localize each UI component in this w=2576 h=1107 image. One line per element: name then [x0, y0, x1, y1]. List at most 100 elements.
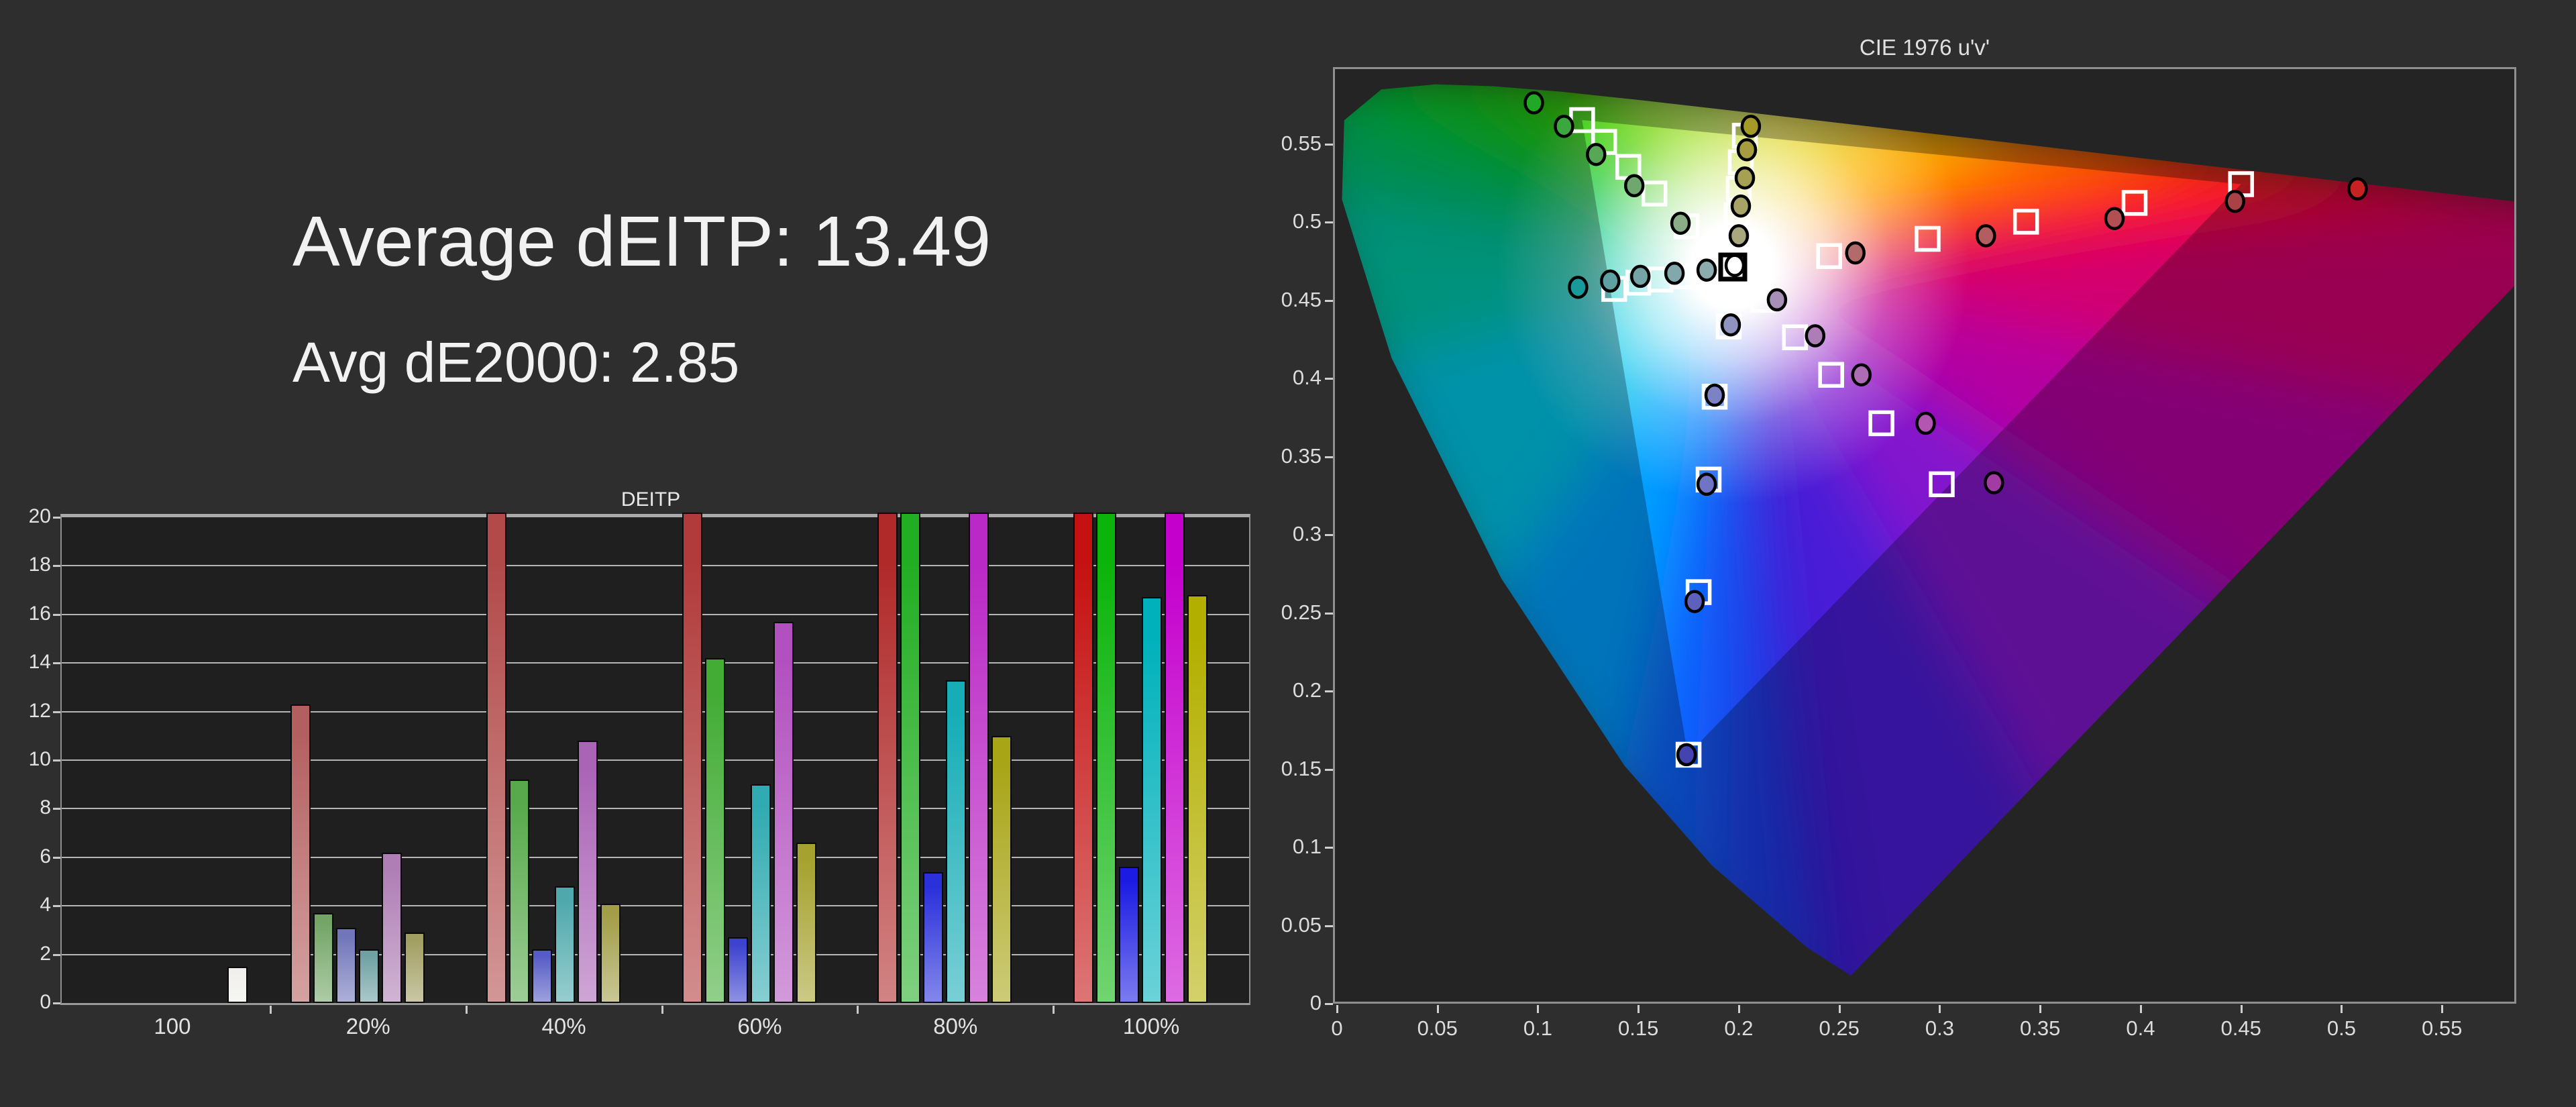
y-axis-label: 4 [40, 894, 51, 916]
y-axis-tick [53, 517, 60, 519]
cie-x-label: 0.45 [2220, 1016, 2261, 1040]
bar-red [877, 513, 898, 1003]
bar-red [486, 513, 506, 1003]
measured-circle-blue [1684, 590, 1705, 613]
cie-x-tick [1537, 1005, 1540, 1013]
grid-line [62, 613, 1249, 615]
cie-y-tick [1325, 143, 1333, 146]
measured-circle-green [1523, 91, 1544, 115]
cie-x-label: 0.05 [1417, 1016, 1458, 1040]
cie-y-tick [1325, 612, 1333, 615]
target-square-red [2121, 190, 2148, 216]
bar-blue [1119, 867, 1140, 1003]
measured-circle-yellow [1736, 138, 1758, 162]
cie-y-tick [1325, 456, 1333, 458]
cie-y-tick [1325, 690, 1333, 693]
x-axis-label: 20% [345, 1014, 390, 1039]
x-axis-label: 100 [154, 1014, 191, 1039]
cie-y-label: 0.2 [1292, 678, 1322, 702]
measured-circle-cyan [1696, 258, 1717, 282]
cie-x-tick [2240, 1005, 2243, 1013]
x-axis-label: 60% [737, 1014, 782, 1039]
bar-blue [923, 872, 944, 1003]
y-axis-label: 8 [40, 796, 51, 819]
y-axis-label: 2 [40, 942, 51, 965]
measured-circle-red [2347, 177, 2368, 201]
measured-circle-green [1586, 142, 1607, 166]
bar-blue [335, 927, 356, 1003]
target-square-magenta [1818, 362, 1844, 388]
cie-y-tick [1325, 299, 1333, 302]
y-axis-label: 12 [28, 699, 51, 722]
cie-y-tick [1325, 768, 1333, 771]
y-axis-label: 20 [28, 505, 51, 527]
y-axis-label: 18 [28, 554, 51, 576]
bar-green [313, 913, 333, 1003]
cie-y-tick [1325, 1003, 1333, 1005]
bar-magenta [381, 852, 402, 1003]
bar-white [227, 966, 248, 1003]
cie-y-label: 0.1 [1292, 835, 1322, 858]
measured-circle-magenta [1805, 324, 1826, 348]
y-axis-tick [53, 613, 60, 616]
bar-magenta [1165, 513, 1185, 1003]
bar-cyan [554, 886, 575, 1003]
cie-markers [1523, 91, 2368, 768]
cie-x-label: 0 [1331, 1016, 1343, 1040]
bar-cyan [750, 784, 771, 1003]
cie-y-tick [1325, 378, 1333, 380]
cie-y-label: 0.05 [1281, 912, 1322, 937]
cie-y-label: 0.3 [1292, 522, 1322, 546]
cie-x-label: 0.2 [1724, 1016, 1754, 1040]
cie-x-tick [2441, 1005, 2444, 1013]
measured-circle-blue [1676, 743, 1697, 767]
measured-circle-cyan [1629, 264, 1651, 288]
x-axis-tick [1053, 1006, 1055, 1014]
cie-x-tick [2039, 1005, 2042, 1013]
y-axis-label: 14 [28, 651, 51, 674]
measured-circle-green [1623, 174, 1645, 198]
bar-green [508, 779, 529, 1003]
y-axis-label: 0 [40, 991, 51, 1013]
x-axis-tick [465, 1006, 468, 1014]
average-deitp-summary: Average dEITP: 13.49 [292, 202, 991, 281]
measured-circle-yellow [1730, 194, 1752, 218]
cie-x-label: 0.35 [2020, 1016, 2061, 1040]
bar-blue [727, 937, 748, 1003]
bar-green [1096, 513, 1117, 1003]
cie-x-tick [1638, 1005, 1640, 1013]
measured-circle-yellow [1740, 115, 1762, 138]
y-axis-tick [53, 759, 60, 761]
bar-green [900, 513, 921, 1003]
measured-circle-yellow [1734, 166, 1756, 190]
target-square-green [1641, 180, 1668, 207]
cie-diagram: 0 0.05 0.1 0.15 0.2 0.25 0.3 0.35 0.4 0.45 0.5 0.55… [1281, 67, 2516, 1040]
grid-line [62, 808, 1249, 810]
cie-x-tick [1838, 1005, 1841, 1013]
measured-circle-magenta [1915, 411, 1936, 435]
bar-yellow [404, 933, 425, 1003]
cie-x-label: 0.1 [1523, 1016, 1553, 1040]
bar-yellow [1187, 594, 1208, 1003]
cie-gamut-svg [1342, 84, 2514, 976]
measured-circle-yellow [1728, 224, 1750, 248]
cie-y-tick [1325, 534, 1333, 537]
cie-y-label: 0.55 [1281, 131, 1322, 155]
x-axis-tick [269, 1006, 272, 1014]
y-axis-label: 16 [28, 602, 51, 625]
cie-x-tick [2139, 1005, 2142, 1013]
cie-y-label: 0.4 [1292, 366, 1322, 390]
bar-red [682, 513, 702, 1003]
bar-magenta [577, 741, 598, 1003]
grid-line [62, 710, 1249, 713]
measured-circle-magenta [1984, 471, 2004, 494]
cie-x-label: 0.3 [1925, 1016, 1955, 1040]
bar-cyan [946, 680, 967, 1003]
y-axis-tick [53, 565, 60, 568]
grid-line [62, 565, 1249, 567]
bar-chart-title: DEITP [621, 488, 681, 511]
measured-circle-blue [1696, 472, 1717, 496]
measured-circle-blue [1720, 313, 1741, 337]
cie-y-label: 0.25 [1281, 600, 1322, 624]
bar-magenta [969, 513, 989, 1003]
